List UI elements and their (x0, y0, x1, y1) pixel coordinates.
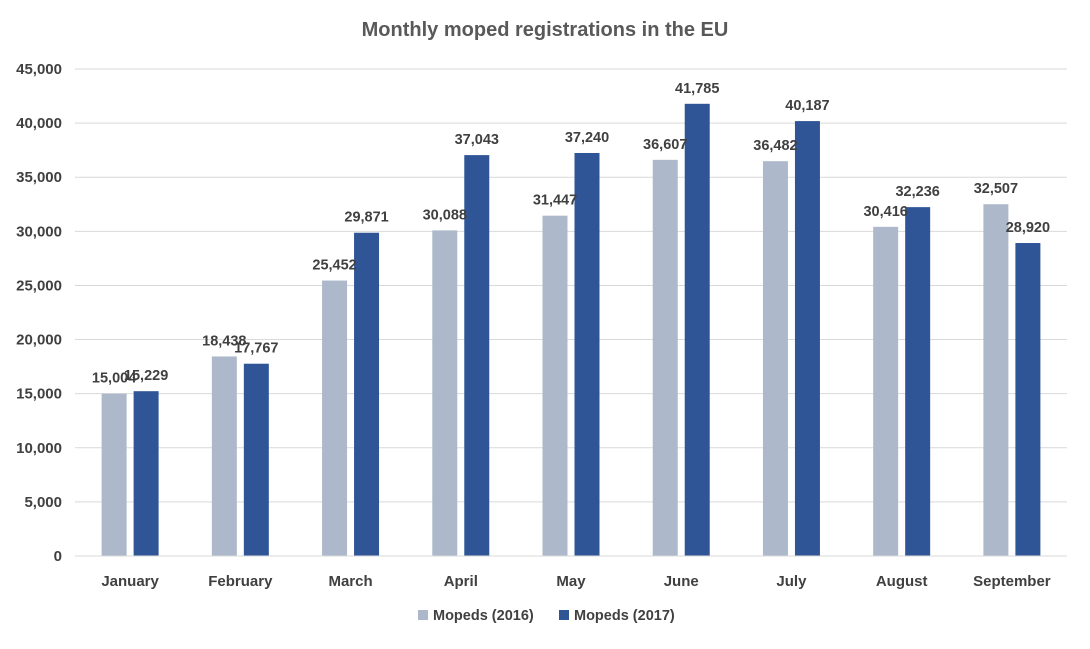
y-axis-tick-labels: 0 5,000 10,000 15,000 20,000 25,000 30,000 35,0… (16, 61, 62, 565)
chart-title: Monthly moped registrations in the EU (362, 19, 729, 41)
bar-2016 (652, 159, 678, 556)
data-label: 31,447 (533, 193, 577, 209)
y-tick-label: 30,000 (16, 223, 62, 240)
bar-2016 (101, 393, 127, 556)
legend-label: Mopeds (2017) (574, 608, 675, 624)
x-tick-label: June (664, 573, 699, 590)
data-label: 30,416 (863, 204, 907, 220)
x-tick-label: February (208, 573, 273, 590)
bar-2016 (983, 204, 1009, 556)
data-label: 36,482 (753, 138, 797, 154)
legend-item: Mopeds (2016) (418, 608, 534, 624)
legend-label: Mopeds (2016) (433, 608, 534, 624)
bar-2017 (133, 391, 159, 556)
y-tick-label: 5,000 (24, 494, 62, 511)
data-label: 15,004 (92, 371, 136, 387)
data-label: 15,229 (124, 368, 168, 384)
bar-2017 (905, 207, 931, 557)
data-label: 36,607 (643, 137, 687, 153)
x-tick-label: May (556, 573, 586, 590)
gridlines (75, 68, 1067, 503)
legend: Mopeds (2016) Mopeds (2017) (418, 608, 675, 624)
x-tick-label: April (444, 573, 478, 590)
y-tick-label: 0 (54, 548, 62, 565)
legend-swatch (418, 610, 428, 620)
bar-2016 (762, 161, 788, 556)
x-tick-label: September (973, 573, 1051, 590)
y-tick-label: 40,000 (16, 115, 62, 132)
y-tick-label: 45,000 (16, 61, 62, 78)
x-axis-tick-labels: January February March April May June July Augu… (101, 573, 1050, 590)
bar-2017 (354, 232, 380, 556)
data-label: 41,785 (675, 81, 719, 97)
bar-2017 (794, 121, 820, 557)
data-label: 25,452 (312, 258, 356, 274)
bars (101, 103, 1041, 557)
x-tick-label: August (876, 573, 928, 590)
data-label: 37,043 (455, 132, 499, 148)
data-label: 29,871 (344, 210, 388, 226)
data-label: 28,920 (1006, 220, 1050, 236)
data-label: 40,187 (785, 98, 829, 114)
bar-2017 (464, 155, 490, 556)
data-label: 32,507 (974, 181, 1018, 197)
data-label: 37,240 (565, 130, 609, 146)
data-label: 18,438 (202, 333, 246, 349)
data-label: 30,088 (423, 207, 467, 223)
bar-2016 (322, 280, 348, 556)
y-tick-label: 20,000 (16, 332, 62, 349)
y-tick-label: 35,000 (16, 169, 62, 186)
bar-2017 (684, 103, 710, 556)
y-tick-label: 15,000 (16, 386, 62, 403)
legend-swatch (559, 610, 569, 620)
bar-2017 (574, 152, 600, 556)
bar-2016 (542, 215, 568, 556)
y-tick-label: 10,000 (16, 440, 62, 457)
data-label: 17,767 (234, 341, 278, 357)
x-tick-label: March (328, 573, 372, 590)
legend-item: Mopeds (2017) (559, 608, 675, 624)
data-label: 32,236 (895, 184, 939, 200)
bar-2016 (873, 226, 899, 556)
bar-2017 (243, 363, 269, 556)
bar-2016 (211, 356, 237, 556)
bar-2016 (432, 230, 458, 556)
bar-2017 (1015, 243, 1041, 556)
y-tick-label: 25,000 (16, 277, 62, 294)
x-tick-label: January (101, 573, 159, 590)
x-tick-label: July (776, 573, 807, 590)
